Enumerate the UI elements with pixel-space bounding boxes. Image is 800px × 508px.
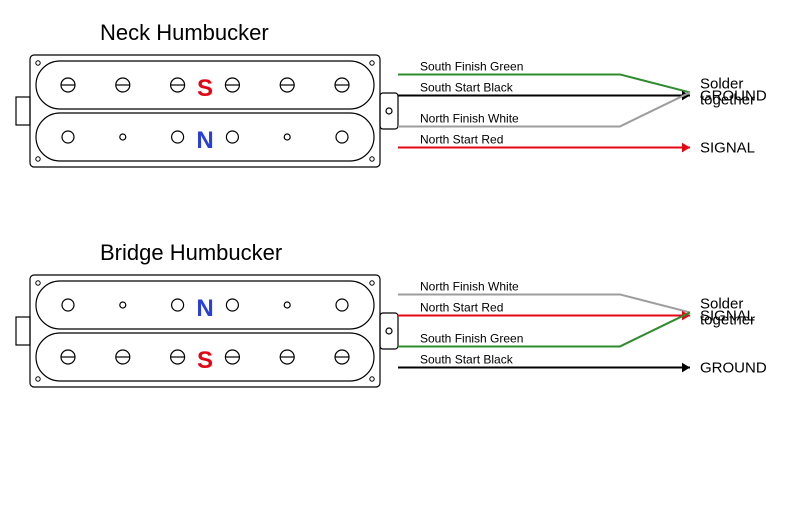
coil-polarity-S: S <box>197 347 213 374</box>
wire-label-neck-grey: North Finish White <box>420 111 519 125</box>
humbucker-wiring-diagram: Neck HumbuckerSNSouth Finish GreenSouth … <box>0 0 800 508</box>
wire-label-neck-green: South Finish Green <box>420 59 523 73</box>
wire-label-bridge-red: North Start Red <box>420 301 503 315</box>
coil-polarity-N: N <box>196 295 213 322</box>
coil-polarity-N: N <box>196 127 213 154</box>
pickup-title-bridge: Bridge Humbucker <box>100 240 282 265</box>
label-signal-neck: SIGNAL <box>700 140 755 157</box>
wire-label-neck-red: North Start Red <box>420 133 503 147</box>
wire-label-bridge-grey: North Finish White <box>420 279 519 293</box>
label-signal-bridge: SIGNAL <box>700 308 755 325</box>
pickup-neck: Neck Humbucker SN South Finish Green South … <box>16 20 767 167</box>
wire-label-neck-black: South Start Black <box>420 81 514 95</box>
label-ground-bridge: GROUND <box>700 360 767 377</box>
wire-label-bridge-black: South Start Black <box>420 353 514 367</box>
label-ground-neck: GROUND <box>700 88 767 105</box>
wire-label-bridge-green: South Finish Green <box>420 331 523 345</box>
pickup-bridge: Bridge Humbucker NS North Finish White Nort… <box>16 240 767 387</box>
pickup-title-neck: Neck Humbucker <box>100 20 269 45</box>
coil-polarity-S: S <box>197 75 213 102</box>
